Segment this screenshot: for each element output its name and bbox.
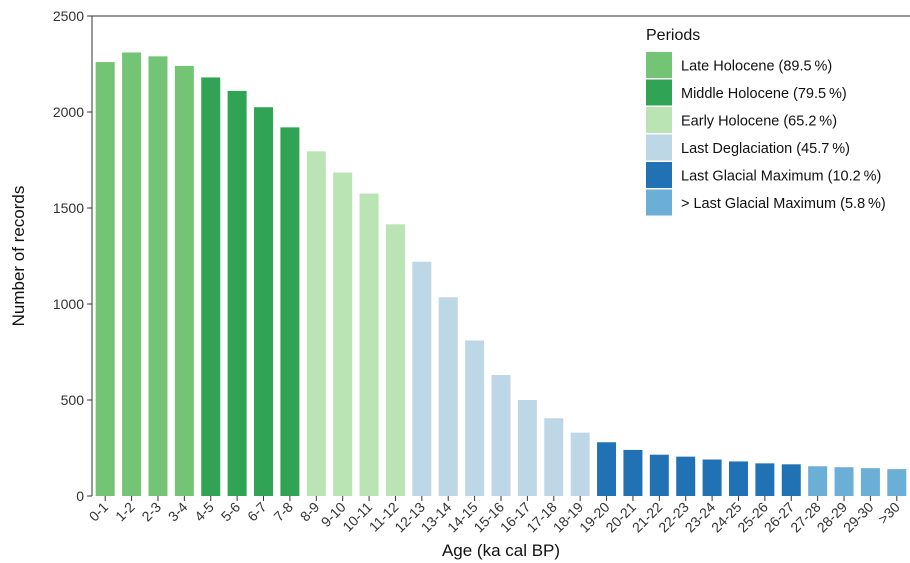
bar xyxy=(438,297,458,496)
axes xyxy=(91,15,910,496)
bar xyxy=(148,56,168,496)
bar xyxy=(385,224,405,496)
y-tick-label: 1500 xyxy=(53,200,84,216)
legend-items: Late Holocene (89.5 %) Middle Holocene (7… xyxy=(646,52,886,216)
bar xyxy=(649,454,669,496)
bar xyxy=(174,65,194,497)
legend-swatch xyxy=(646,162,672,188)
legend-label: > Last Glacial Maximum (5.8 %) xyxy=(681,196,886,212)
bar xyxy=(570,432,590,496)
legend-title: Periods xyxy=(646,27,700,44)
y-tick-label: 2000 xyxy=(53,104,84,120)
x-axis-title: Age (ka cal BP) xyxy=(442,541,560,560)
x-tick-label: 7-8 xyxy=(270,499,296,525)
x-tick-label: 0-1 xyxy=(86,499,112,525)
legend-swatch xyxy=(646,189,672,216)
legend-swatch xyxy=(646,52,672,78)
bar xyxy=(781,464,801,496)
legend-swatch xyxy=(646,134,672,161)
bar xyxy=(254,107,274,496)
bar xyxy=(808,466,828,496)
x-tick-label: 2-3 xyxy=(138,499,164,525)
x-tick-label: 3-4 xyxy=(165,499,191,525)
bars xyxy=(95,52,907,497)
bar xyxy=(597,442,617,496)
x-axis-ticks: 0-1 1-2 2-3 3-4 4-5 5-6 6-7 7-8 8-99-1010-1111-1… xyxy=(86,496,903,535)
bar xyxy=(412,261,432,496)
legend-swatch xyxy=(646,79,672,106)
bar xyxy=(517,400,537,496)
bar xyxy=(280,127,300,497)
x-tick-label: 1-2 xyxy=(112,499,138,525)
bar xyxy=(306,151,326,497)
bar xyxy=(544,418,564,496)
legend-label: Late Holocene (89.5 %) xyxy=(681,59,832,75)
bar xyxy=(834,467,854,496)
legend-label: Middle Holocene (79.5 %) xyxy=(681,86,847,102)
x-tick-label: 5-6 xyxy=(218,499,244,525)
y-tick-label: 500 xyxy=(61,392,85,408)
bar xyxy=(122,52,142,496)
y-axis-title: Number of records xyxy=(9,186,28,327)
bar xyxy=(491,375,511,496)
bar xyxy=(333,172,353,497)
bar xyxy=(676,456,696,496)
bar xyxy=(755,463,775,496)
bar xyxy=(887,469,907,496)
x-tick-label: 6-7 xyxy=(244,499,270,525)
bar xyxy=(359,193,379,496)
legend: Periods Late Holocene (89.5 %) Middle Hol… xyxy=(646,27,886,216)
x-tick-label: 29-30 xyxy=(840,499,877,536)
bar xyxy=(201,77,221,496)
legend-swatch xyxy=(646,107,672,133)
bar xyxy=(95,62,115,497)
bar xyxy=(702,459,722,496)
bar xyxy=(465,340,485,496)
y-tick-label: 0 xyxy=(76,488,84,504)
x-tick-label: 10-11 xyxy=(339,499,375,535)
x-tick-label: >30 xyxy=(875,499,903,527)
legend-label: Early Holocene (65.2 %) xyxy=(681,114,837,130)
bar xyxy=(860,468,880,496)
y-tick-label: 1000 xyxy=(53,296,84,312)
legend-label: Last Glacial Maximum (10.2 %) xyxy=(681,169,881,185)
bar xyxy=(623,449,643,496)
y-tick-label: 2500 xyxy=(53,8,84,24)
x-tick-label: 4-5 xyxy=(191,499,217,525)
y-axis-ticks: 0 500 1000 1500 2000 2500 xyxy=(53,8,92,504)
legend-label: Last Deglaciation (45.7 %) xyxy=(681,141,850,157)
bar xyxy=(728,461,748,496)
bar xyxy=(227,90,247,496)
